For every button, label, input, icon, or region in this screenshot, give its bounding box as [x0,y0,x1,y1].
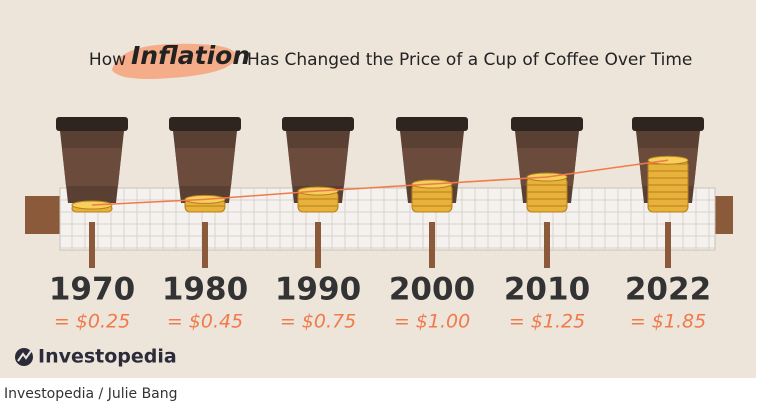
title-part: Has Changed the Price of a Cup of Coffee… [247,50,692,70]
year-label: 1970 [49,272,135,308]
cup-lid [169,117,241,131]
price-label: = $0.45 [167,311,243,333]
conveyor-leg [202,222,208,268]
price-label: = $0.75 [280,311,356,333]
caption: Investopedia / Julie Bang [4,386,178,402]
price-label: = $1.85 [630,311,706,333]
cup-lid [511,117,583,131]
cup-lid [396,117,468,131]
brand-name: Investopedia [38,346,177,368]
price-label: = $0.25 [54,311,130,333]
coin-stack [526,176,568,213]
year-label: 2010 [504,272,590,308]
cup-sleeve [175,148,235,186]
trend-line [91,159,669,206]
year-label: 1980 [162,272,248,308]
conveyor-belt [59,187,716,251]
brand-logo: Investopedia [15,346,177,368]
conveyor-leg [665,222,671,268]
title-part: How [89,50,126,70]
year-label: 1990 [275,272,361,308]
logo-icon [15,348,33,366]
cup-sleeve [62,148,122,186]
chart: How Inflation Has Changed the Price of a… [0,0,756,378]
year-label: 2022 [625,272,711,308]
conveyor-leg [429,222,435,268]
price-label: = $1.25 [509,311,585,333]
title-highlight: Inflation [131,41,250,70]
cup-lid [632,117,704,131]
logo-icon [17,350,32,362]
conveyor-leg [89,222,95,268]
coin-stack [647,159,689,213]
cup-lid [282,117,354,131]
year-label: 2000 [389,272,475,308]
belt-grid [60,188,715,250]
cup-lid [56,117,128,131]
conveyor-leg [544,222,550,268]
conveyor-leg [315,222,321,268]
cup-sleeve [288,148,348,186]
cup-sleeve [402,148,462,186]
price-label: = $1.00 [394,311,470,333]
highlight-swash [112,43,237,79]
